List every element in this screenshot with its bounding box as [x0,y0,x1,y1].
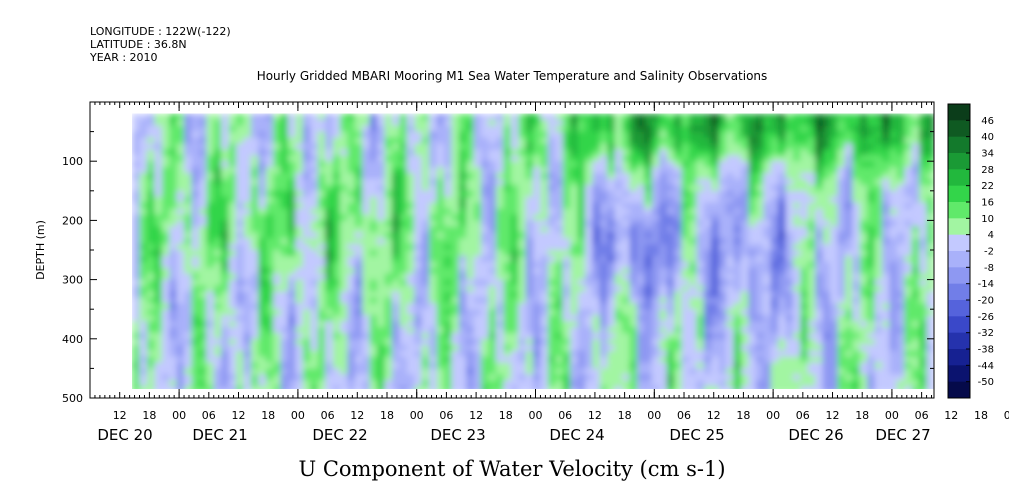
hour-tick-label: 06 [558,409,572,422]
hour-tick-label: 00 [410,409,424,422]
colorbar-swatch [948,153,970,170]
hour-tick-label: 00 [1004,409,1009,422]
colorbar-tick-label: -44 [978,361,994,372]
colorbar-swatch [948,267,970,285]
hour-tick-label: 12 [944,409,958,422]
colorbar-tick-label: 4 [988,230,994,241]
colorbar-tick-label: 40 [981,132,994,143]
colorbar-swatch [948,104,970,121]
day-label: DEC 21 [192,426,247,444]
hour-tick-label: 12 [350,409,364,422]
colorbar-tick-label: -26 [978,312,994,323]
hour-tick-label: 06 [439,409,453,422]
hour-tick-label: 06 [321,409,335,422]
y-tick-label: 300 [62,274,83,287]
hour-tick-label: 18 [618,409,632,422]
colorbar-tick-label: -20 [978,296,994,307]
hour-tick-label: 18 [855,409,869,422]
colorbar-swatch [948,283,970,301]
colorbar: 46 40 34 28 22 16 10 4 -2 -8 -14 -20 -26 -32 -38 -44 -50 [947,103,994,399]
colorbar-swatch [948,218,970,236]
colorbar-swatch [948,365,970,383]
colorbar-tick-label: 46 [981,116,994,127]
hour-tick-label: 18 [261,409,275,422]
hour-tick-label: 18 [974,409,988,422]
colorbar-tick-label: -8 [984,263,994,274]
x-axis-title: U Component of Water Velocity (cm s-1) [298,457,725,481]
colorbar-tick-label: 22 [981,181,994,192]
colorbar-swatch [948,120,970,138]
y-tick-label: 200 [62,214,83,227]
y-tick-label: 100 [62,155,83,168]
y-axis: 100 200 300 400 500 [62,101,934,405]
hour-tick-label: 06 [915,409,929,422]
hour-tick-label: 12 [232,409,246,422]
hour-tick-label: 18 [142,409,156,422]
hour-tick-label: 00 [172,409,186,422]
hour-tick-label: 00 [766,409,780,422]
colorbar-swatch [948,300,970,317]
heatmap-field [132,113,934,389]
y-tick-label: 400 [62,333,83,346]
hour-tick-label: 12 [469,409,483,422]
hour-tick-label: 18 [380,409,394,422]
latitude-label: LATITUDE : 36.8N [90,38,187,51]
colorbar-swatch [948,136,970,154]
colorbar-swatch [948,349,970,366]
colorbar-swatch [948,381,970,399]
colorbar-swatch [948,316,970,334]
hour-tick-labels: 12 18 00 06 12 18 00 06 12 18 00 06 12 18 00 06 12 18 00 06… [113,409,1009,422]
x-axis-ticks [89,102,933,398]
colorbar-swatch [948,332,970,350]
colorbar-swatch [948,202,970,219]
hour-tick-label: 18 [736,409,750,422]
hour-tick-label: 12 [588,409,602,422]
day-label: DEC 26 [788,426,843,444]
colorbar-tick-label: 34 [981,149,994,160]
day-label: DEC 24 [549,426,604,444]
chart-title: Hourly Gridded MBARI Mooring M1 Sea Wate… [257,69,768,83]
day-label: DEC 23 [430,426,485,444]
colorbar-tick-label: -2 [984,247,994,258]
hour-tick-label: 06 [202,409,216,422]
hour-tick-label: 00 [647,409,661,422]
colorbar-swatch [948,251,970,268]
year-label: YEAR : 2010 [90,51,158,64]
colorbar-tick-label: -32 [978,328,994,339]
colorbar-tick-label: 10 [981,214,994,225]
hour-tick-label: 00 [291,409,305,422]
hour-tick-label: 18 [499,409,513,422]
hour-tick-label: 12 [826,409,840,422]
day-label: DEC 27 [875,426,930,444]
day-label: DEC 20 [97,426,152,444]
longitude-label: LONGITUDE : 122W(-122) [90,25,231,38]
colorbar-tick-label: -14 [978,279,994,290]
hour-tick-label: 12 [113,409,127,422]
hour-tick-label: 00 [885,409,899,422]
colorbar-tick-label: -38 [978,345,994,356]
y-tick-label: 500 [62,392,83,405]
colorbar-swatch [948,169,970,187]
colorbar-tick-label: 28 [981,165,994,176]
hour-tick-label: 00 [529,409,543,422]
colorbar-swatch [948,234,970,252]
y-axis-title: DEPTH (m) [34,220,47,280]
hour-tick-label: 06 [677,409,691,422]
day-label: DEC 22 [312,426,367,444]
hour-tick-label: 12 [707,409,721,422]
colorbar-swatch [948,185,970,203]
day-label: DEC 25 [669,426,724,444]
colorbar-tick-label: -50 [978,377,994,388]
hour-tick-label: 06 [796,409,810,422]
colorbar-tick-label: 16 [981,198,994,209]
day-labels: DEC 20 DEC 21 DEC 22 DEC 23 DEC 24 DEC 25 DEC … [97,426,930,444]
